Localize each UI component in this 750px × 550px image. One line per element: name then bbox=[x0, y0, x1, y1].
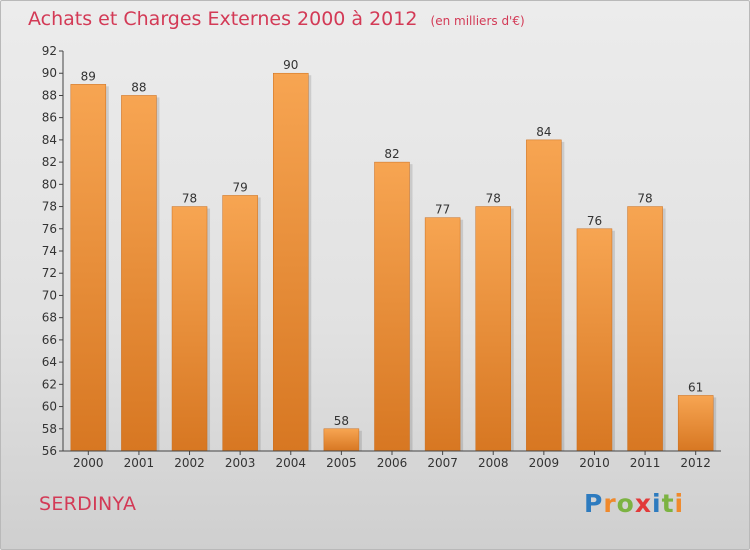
bar bbox=[273, 72, 309, 452]
bar-value-label: 58 bbox=[334, 414, 349, 428]
y-tick-label: 58 bbox=[42, 422, 57, 436]
bar-value-label: 90 bbox=[283, 58, 298, 72]
y-tick-label: 62 bbox=[42, 377, 57, 391]
bar bbox=[121, 95, 157, 452]
x-tick-label: 2001 bbox=[124, 456, 155, 470]
logo-letter: x bbox=[634, 489, 652, 518]
y-tick-label: 76 bbox=[42, 222, 57, 236]
logo-letter: P bbox=[584, 489, 604, 518]
proxiti-logo: Proxiti bbox=[584, 489, 684, 518]
y-tick-label: 92 bbox=[42, 44, 57, 58]
y-tick-label: 84 bbox=[42, 133, 57, 147]
logo-letter: t bbox=[661, 489, 675, 518]
y-tick-label: 70 bbox=[42, 288, 57, 302]
y-tick-label: 56 bbox=[42, 444, 57, 458]
logo-letter: o bbox=[616, 489, 635, 518]
y-tick-label: 80 bbox=[42, 177, 57, 191]
y-tick-label: 86 bbox=[42, 111, 57, 125]
chart-title-main: Achats et Charges Externes 2000 à 2012 bbox=[28, 8, 418, 30]
x-tick-label: 2009 bbox=[529, 456, 560, 470]
x-axis: 2000 2001 2002 2003 2004 2005 2006 2007 2008 2009… bbox=[63, 450, 721, 470]
bar-value-label: 61 bbox=[688, 380, 703, 394]
y-tick-label: 82 bbox=[42, 155, 57, 169]
y-tick-label: 90 bbox=[42, 66, 57, 80]
x-tick-label: 2004 bbox=[275, 456, 306, 470]
x-tick-label: 2003 bbox=[225, 456, 256, 470]
bar bbox=[70, 84, 107, 452]
bar bbox=[677, 395, 714, 452]
bar-value-label: 77 bbox=[435, 203, 450, 217]
x-tick-label: 2010 bbox=[579, 456, 610, 470]
x-tick-label: 2002 bbox=[174, 456, 205, 470]
x-tick-label: 2005 bbox=[326, 456, 357, 470]
bar bbox=[374, 161, 410, 452]
bars: 89 88 78 79 90 58 82 77 78 84 76 78 61 bbox=[70, 58, 717, 452]
logo-letter: i bbox=[652, 489, 662, 518]
commune-name: SERDINYA bbox=[39, 493, 137, 515]
x-tick-label: 2006 bbox=[377, 456, 408, 470]
bar bbox=[526, 139, 562, 452]
y-tick-label: 74 bbox=[42, 244, 57, 258]
y-tick-label: 66 bbox=[42, 333, 57, 347]
y-tick-label: 88 bbox=[42, 88, 57, 102]
x-tick-label: 2007 bbox=[427, 456, 458, 470]
bar bbox=[576, 228, 613, 452]
bar bbox=[475, 206, 511, 452]
y-tick-label: 60 bbox=[42, 400, 57, 414]
bar-value-label: 78 bbox=[486, 192, 501, 206]
y-tick-label: 68 bbox=[42, 311, 57, 325]
bar bbox=[171, 206, 208, 452]
bar-value-label: 84 bbox=[536, 125, 551, 139]
bar-value-label: 78 bbox=[182, 192, 197, 206]
bar bbox=[424, 217, 461, 452]
x-tick-label: 2011 bbox=[630, 456, 661, 470]
bar bbox=[323, 428, 360, 452]
y-tick-label: 78 bbox=[42, 200, 57, 214]
bar-value-label: 82 bbox=[384, 147, 399, 161]
logo-letter: r bbox=[603, 489, 617, 518]
logo-letter: i bbox=[674, 489, 685, 518]
x-tick-label: 2008 bbox=[478, 456, 509, 470]
bar-value-label: 89 bbox=[81, 69, 96, 83]
x-tick-label: 2000 bbox=[73, 456, 104, 470]
bar bbox=[627, 206, 663, 452]
chart-title-unit: (en milliers d'€) bbox=[430, 14, 525, 28]
bar-value-label: 78 bbox=[637, 192, 652, 206]
bar bbox=[222, 195, 258, 452]
bar-value-label: 88 bbox=[131, 80, 146, 94]
y-axis: 56 58 60 62 64 66 68 70 72 74 76 78 80 82 84 86 88 90 92 bbox=[42, 44, 64, 458]
chart-title: Achats et Charges Externes 2000 à 2012 (… bbox=[28, 8, 525, 30]
x-tick-label: 2012 bbox=[680, 456, 711, 470]
bar-value-label: 76 bbox=[587, 214, 602, 228]
y-tick-label: 72 bbox=[42, 266, 57, 280]
bar-value-label: 79 bbox=[233, 180, 248, 194]
y-tick-label: 64 bbox=[42, 355, 57, 369]
